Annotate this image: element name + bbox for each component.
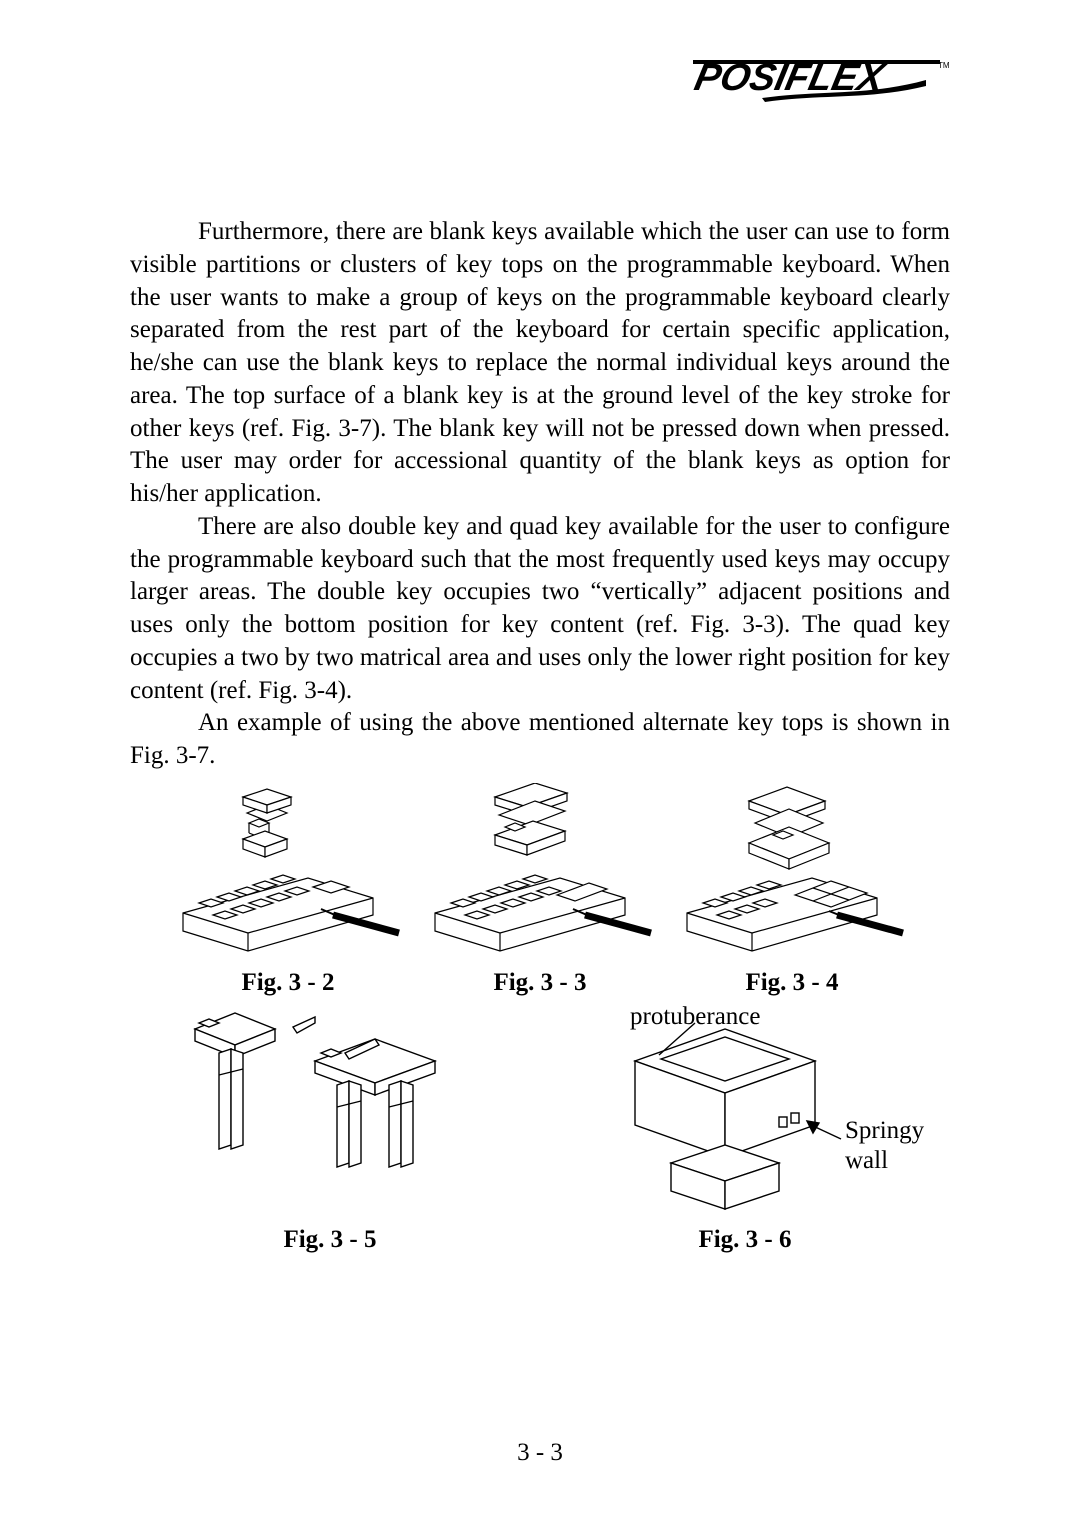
page-number: 3 - 3	[130, 1439, 950, 1467]
figure-3-4: Fig. 3 - 4	[677, 783, 907, 997]
figure-3-3: Fig. 3 - 3	[425, 783, 655, 997]
body-text: Furthermore, there are blank keys availa…	[130, 216, 950, 773]
annotation-springy-2: wall	[845, 1147, 888, 1175]
paragraph-1: Furthermore, there are blank keys availa…	[130, 216, 950, 511]
caption-3-6: Fig. 3 - 6	[575, 1226, 915, 1254]
figure-3-6: protuberance Springy wall	[575, 1005, 915, 1254]
paragraph-2: There are also double key and quad key a…	[130, 511, 950, 708]
figures-row-2: Fig. 3 - 5 protuberance Springy wall	[130, 1005, 950, 1254]
svg-text:TM: TM	[938, 61, 950, 70]
caption-3-5: Fig. 3 - 5	[165, 1226, 495, 1254]
figure-3-2: Fig. 3 - 2	[173, 783, 403, 997]
paragraph-3: An example of using the above mentioned …	[130, 707, 950, 773]
caption-3-3: Fig. 3 - 3	[425, 969, 655, 997]
figure-3-5: Fig. 3 - 5	[165, 1005, 495, 1254]
posiflex-logo: POSIFLEX TM	[690, 56, 950, 112]
figures-row-1: Fig. 3 - 2	[130, 783, 950, 997]
annotation-springy-1: Springy	[845, 1117, 924, 1145]
caption-3-2: Fig. 3 - 2	[173, 969, 403, 997]
annotation-protuberance: protuberance	[630, 1003, 760, 1031]
caption-3-4: Fig. 3 - 4	[677, 969, 907, 997]
header: POSIFLEX TM	[130, 56, 950, 126]
